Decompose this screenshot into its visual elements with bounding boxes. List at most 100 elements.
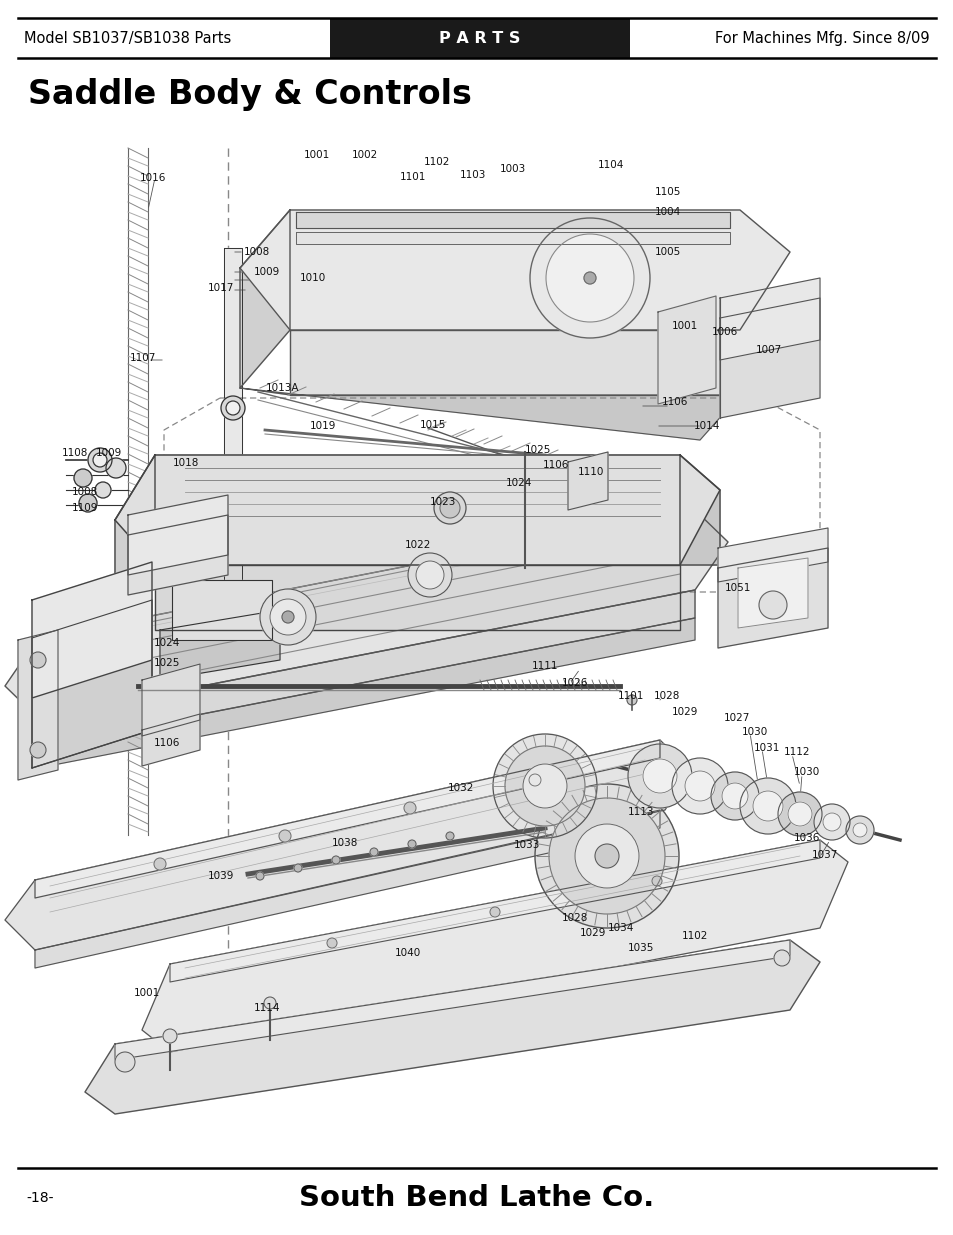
Polygon shape <box>170 840 820 982</box>
Text: 1024: 1024 <box>153 638 180 648</box>
Polygon shape <box>32 562 152 698</box>
Text: 1114: 1114 <box>253 1003 280 1013</box>
Circle shape <box>282 611 294 622</box>
Text: 1013A: 1013A <box>266 383 299 393</box>
Circle shape <box>88 448 112 472</box>
Circle shape <box>370 848 377 856</box>
Text: 1001: 1001 <box>671 321 698 331</box>
Text: 1025: 1025 <box>524 445 551 454</box>
Circle shape <box>221 396 245 420</box>
Text: 1014: 1014 <box>693 421 720 431</box>
Circle shape <box>270 599 306 635</box>
Text: 1001: 1001 <box>133 988 160 998</box>
Text: 1051: 1051 <box>724 583 751 593</box>
Polygon shape <box>128 495 228 576</box>
Circle shape <box>852 823 866 837</box>
Circle shape <box>408 840 416 848</box>
Polygon shape <box>18 630 58 781</box>
Circle shape <box>773 950 789 966</box>
Circle shape <box>30 742 46 758</box>
Text: 1111: 1111 <box>532 661 558 671</box>
Text: 1005: 1005 <box>655 247 680 257</box>
Circle shape <box>642 760 677 793</box>
Text: 1106: 1106 <box>661 396 688 408</box>
Circle shape <box>95 482 111 498</box>
Text: South Bend Lathe Co.: South Bend Lathe Co. <box>299 1184 654 1212</box>
Text: 1007: 1007 <box>755 345 781 354</box>
Bar <box>330 19 629 58</box>
Text: 1031: 1031 <box>753 743 780 753</box>
Polygon shape <box>154 564 679 630</box>
Circle shape <box>721 783 747 809</box>
Circle shape <box>651 876 661 885</box>
Text: 1105: 1105 <box>655 186 680 198</box>
Circle shape <box>446 832 454 840</box>
Polygon shape <box>142 714 200 766</box>
Text: 1038: 1038 <box>332 839 358 848</box>
Text: 1102: 1102 <box>681 931 708 941</box>
Circle shape <box>545 233 634 322</box>
Circle shape <box>535 784 679 927</box>
Text: 1106: 1106 <box>542 459 569 471</box>
Polygon shape <box>142 840 847 1052</box>
Polygon shape <box>738 558 807 629</box>
Text: 1001: 1001 <box>304 149 330 161</box>
Text: 1017: 1017 <box>208 283 234 293</box>
Text: 1029: 1029 <box>671 706 698 718</box>
Circle shape <box>30 652 46 668</box>
Text: 1018: 1018 <box>172 458 199 468</box>
Circle shape <box>439 498 459 517</box>
Text: 1023: 1023 <box>430 496 456 508</box>
Circle shape <box>575 824 639 888</box>
Text: 1033: 1033 <box>514 840 539 850</box>
Text: 1108: 1108 <box>62 448 89 458</box>
Circle shape <box>416 561 443 589</box>
Circle shape <box>710 772 759 820</box>
Circle shape <box>92 453 107 467</box>
Text: 1030: 1030 <box>793 767 820 777</box>
Circle shape <box>752 790 782 821</box>
Text: 1024: 1024 <box>505 478 532 488</box>
Polygon shape <box>38 618 695 768</box>
Polygon shape <box>38 590 695 746</box>
Text: 1040: 1040 <box>395 948 421 958</box>
Circle shape <box>255 872 264 881</box>
Text: 1113: 1113 <box>627 806 654 818</box>
Circle shape <box>153 858 166 869</box>
Text: 1112: 1112 <box>783 747 810 757</box>
Circle shape <box>403 802 416 814</box>
Text: 1106: 1106 <box>153 739 180 748</box>
Polygon shape <box>720 278 820 359</box>
Text: 1022: 1022 <box>405 540 431 550</box>
Text: 1015: 1015 <box>419 420 446 430</box>
Polygon shape <box>115 454 720 564</box>
Polygon shape <box>295 212 729 228</box>
Circle shape <box>845 816 873 844</box>
Polygon shape <box>32 600 152 768</box>
Circle shape <box>106 458 126 478</box>
Polygon shape <box>290 330 740 395</box>
Text: 1008: 1008 <box>71 487 98 496</box>
Circle shape <box>260 589 315 645</box>
Circle shape <box>434 492 465 524</box>
Polygon shape <box>295 232 729 245</box>
Text: 1027: 1027 <box>723 713 750 722</box>
Circle shape <box>595 844 618 868</box>
Text: 1036: 1036 <box>793 832 820 844</box>
Circle shape <box>493 734 597 839</box>
Text: 1109: 1109 <box>71 503 98 513</box>
Circle shape <box>822 813 841 831</box>
Text: 1101: 1101 <box>399 172 426 182</box>
Polygon shape <box>35 740 659 898</box>
Text: 1107: 1107 <box>130 353 156 363</box>
Circle shape <box>626 695 637 705</box>
Circle shape <box>79 494 97 513</box>
Circle shape <box>813 804 849 840</box>
Polygon shape <box>32 600 152 768</box>
Polygon shape <box>142 664 200 736</box>
Polygon shape <box>115 454 154 630</box>
Text: 1010: 1010 <box>299 273 326 283</box>
Text: 1009: 1009 <box>96 448 122 458</box>
Polygon shape <box>172 580 272 640</box>
Text: 1008: 1008 <box>244 247 270 257</box>
